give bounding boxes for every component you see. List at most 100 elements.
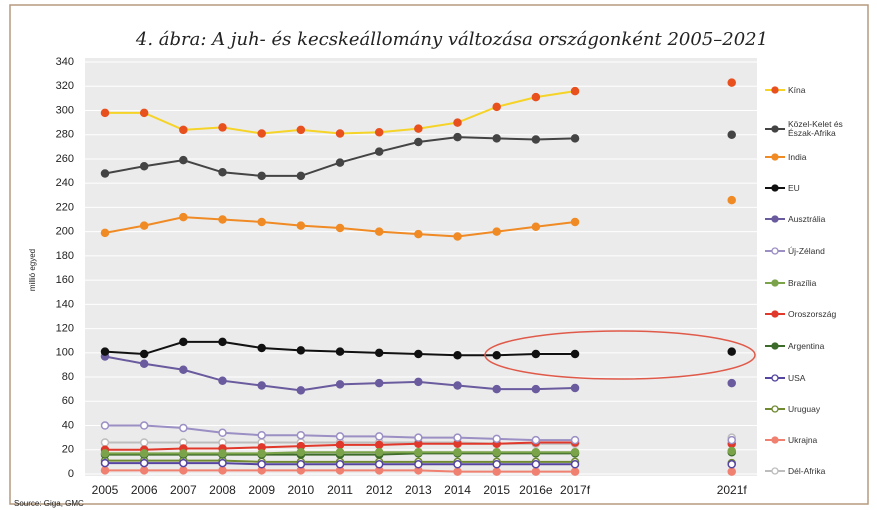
y-tick-label: 40 [62,419,74,431]
data-point [218,123,227,132]
x-tick-label: 2007 [170,483,197,497]
data-point [100,108,110,118]
legend-item: Argentina [764,340,868,352]
data-point [414,229,423,239]
data-point [531,447,541,457]
legend-marker [765,467,785,475]
data-point [296,171,306,181]
data-point [570,217,580,227]
data-point [453,132,462,142]
data-point [296,346,306,355]
y-tick-label: 100 [56,347,74,359]
legend-marker [765,247,785,255]
data-point [139,221,149,230]
data-point [257,430,266,440]
y-axis-label: millió egyed [28,249,37,291]
legend-label: Új-Zéland [788,245,825,256]
data-point [100,347,110,356]
x-tick-label: 2016e [519,483,553,497]
legend-item: Új-Zéland [764,245,868,257]
data-point [374,440,384,450]
y-tick-label: 280 [56,129,74,141]
data-point [531,384,541,394]
data-point [570,467,580,476]
data-point [257,171,266,181]
data-point [257,460,266,469]
data-point [335,447,345,457]
legend-label: Uruguay [788,403,821,414]
data-point [179,423,188,433]
legend-dot [771,279,779,287]
legend-item: Ukrajna [764,434,868,446]
data-point [492,460,501,469]
legend-label: EU [788,182,800,193]
data-point [179,212,188,222]
data-point [335,380,345,389]
x-tick-label: 2009 [248,483,275,497]
data-point [531,222,541,232]
legend-label: India [788,151,807,162]
data-point [570,460,580,469]
data-point [374,460,384,469]
data-point [492,434,501,444]
data-point [139,161,149,171]
data-point [179,365,188,375]
legend-label: Közel-Kelet és Észak-Afrika [788,119,843,138]
data-point [492,467,501,476]
data-point [139,349,149,359]
legend-label: Brazília [788,277,817,288]
y-tick-label: 140 [56,298,74,310]
data-point [374,348,384,358]
data-point [570,134,580,143]
data-point [414,433,423,442]
y-tick-label: 180 [56,250,74,262]
data-point [531,92,541,102]
legend-label: USA [788,372,806,383]
data-point [179,449,188,458]
legend-dot [771,86,779,94]
source: Source: Giga, GMC [14,499,84,508]
data-point [100,228,110,238]
data-point [335,440,345,450]
x-tick-label: 2011 [327,483,353,497]
data-point [570,447,580,457]
data-point [492,102,501,112]
data-point [727,435,736,445]
data-point [453,118,462,127]
legend-item: Közel-Kelet és Észak-Afrika [764,120,850,138]
data-point [453,232,462,241]
data-point [218,449,227,458]
data-point [179,125,188,135]
data-point [570,383,580,393]
data-point [257,343,266,353]
data-point [531,460,541,469]
y-tick-label: 240 [56,177,74,189]
data-point [727,467,736,476]
data-point [414,447,423,457]
legend-item: EU [764,182,868,194]
legend-dot [771,153,779,161]
data-point [335,129,345,138]
x-tick-label: 2021f [717,483,748,497]
data-point [531,349,541,359]
legend-marker [765,215,785,223]
data-point [257,217,266,227]
data-point [453,460,462,469]
legend-item: Dél-Afrika [764,465,868,477]
data-point [335,347,345,356]
data-point [531,135,541,144]
legend-marker [765,405,785,413]
x-tick-label: 2010 [287,483,314,497]
data-point [296,460,306,469]
legend-dot [771,374,779,382]
data-point [296,430,306,440]
data-point [257,381,266,390]
data-point [257,449,266,458]
data-point [139,466,149,475]
x-tick-label: 2005 [92,483,119,497]
y-tick-label: 200 [56,226,74,238]
data-point [218,215,227,224]
data-point [100,438,110,447]
data-point [374,147,384,156]
